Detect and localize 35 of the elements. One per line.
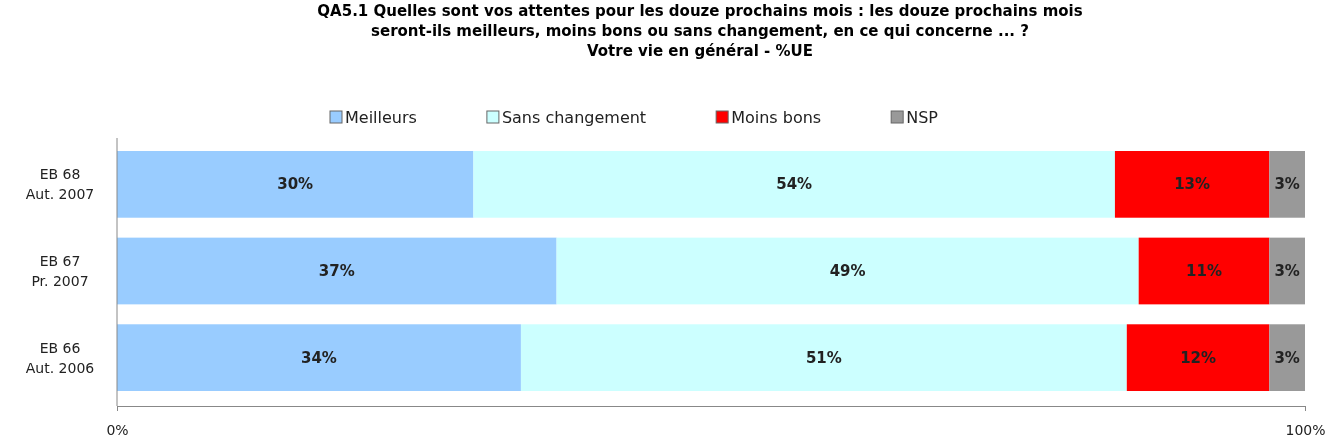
data-label: 11%	[1186, 262, 1222, 280]
legend-label: NSP	[906, 108, 939, 127]
y-tick-label: EB 66 Aut. 2006	[25, 339, 95, 376]
bar	[1114, 151, 1270, 218]
chart-title: QA5.1 Quelles sont vos attentes pour les douze prochains mois : les douze prochains mois seront-ils meilleurs, moins bons ou sans changement, en ce qui concerne ... ?	[317, 2, 1083, 40]
bar	[520, 324, 1127, 391]
bar	[1269, 324, 1305, 391]
data-label: 30%	[277, 175, 314, 194]
data-label: 34%	[301, 348, 337, 367]
bar	[117, 151, 474, 218]
x-tick-label: 100%	[1285, 421, 1326, 436]
bar	[1138, 237, 1270, 305]
bar	[1126, 324, 1270, 391]
bar	[1269, 237, 1305, 305]
bar	[1269, 151, 1305, 218]
bar	[117, 237, 557, 305]
bar	[556, 237, 1139, 305]
data-label: 49%	[829, 262, 866, 280]
x-tick-label: 0%	[106, 421, 129, 436]
y-tick-label: EB 67 Pr. 2007	[31, 253, 89, 289]
data-label: 13%	[1174, 175, 1211, 194]
data-label: 51%	[805, 348, 842, 367]
data-label: 3%	[1274, 175, 1300, 194]
y-tick-label: EB 68 Aut. 2007	[25, 166, 95, 203]
legend-label: Moins bons	[731, 108, 822, 127]
data-label: 3%	[1274, 262, 1300, 280]
chart-subtitle: Votre vie en général - %UE	[587, 42, 813, 60]
legend-label: Meilleurs	[345, 108, 417, 127]
data-label: 54%	[776, 175, 813, 194]
data-label: 37%	[318, 262, 355, 280]
bar	[473, 151, 1115, 218]
series-label: Sans changement	[501, 108, 647, 127]
data-label: 3%	[1274, 348, 1300, 367]
bar	[117, 324, 521, 391]
data-label: 12%	[1180, 348, 1217, 367]
